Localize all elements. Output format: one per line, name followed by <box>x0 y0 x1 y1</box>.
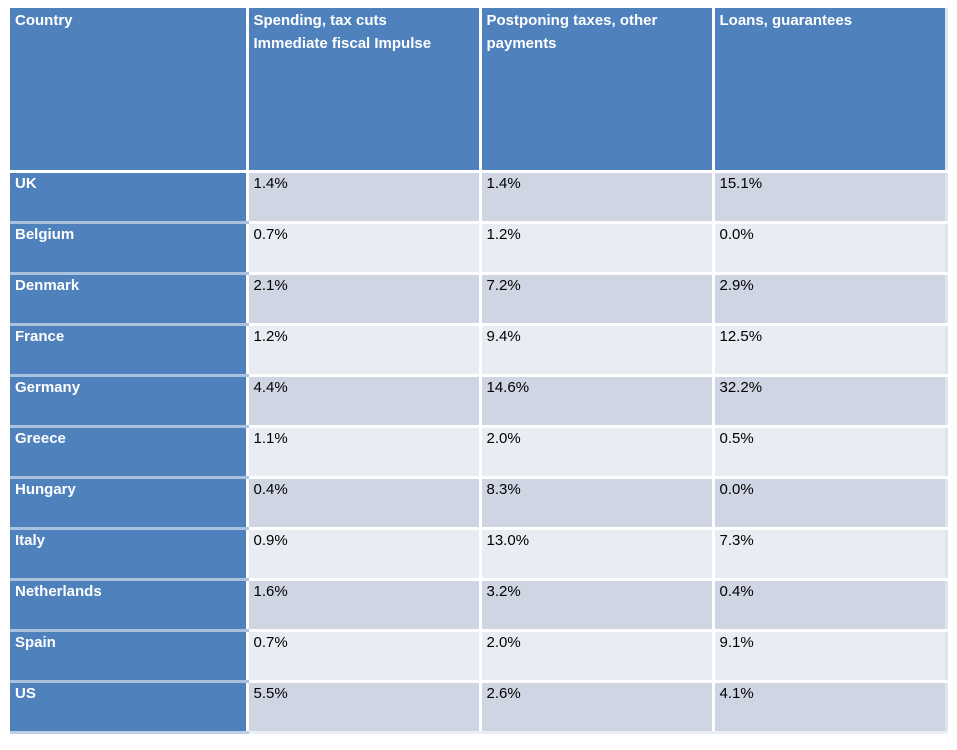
value-cell: 0.7% <box>245 221 482 275</box>
table-row-belgium: Belgium 0.7% 1.2% 0.0% <box>10 221 948 275</box>
country-cell: Germany <box>10 374 249 428</box>
fiscal-measures-table: Country Spending, tax cuts Immediate fis… <box>10 8 948 734</box>
table-row-germany: Germany 4.4% 14.6% 32.2% <box>10 374 948 428</box>
value-cell: 15.1% <box>711 170 948 224</box>
value-cell: 7.3% <box>711 527 948 581</box>
value-cell: 1.6% <box>245 578 482 632</box>
value-cell: 1.4% <box>478 170 715 224</box>
table-row-uk: UK 1.4% 1.4% 15.1% <box>10 170 948 224</box>
value-cell: 0.0% <box>711 476 948 530</box>
value-cell: 3.2% <box>478 578 715 632</box>
country-cell: Hungary <box>10 476 249 530</box>
value-cell: 32.2% <box>711 374 948 428</box>
header-cell-postponing-taxes: Postponing taxes, other payments <box>478 8 715 173</box>
table-row-italy: Italy 0.9% 13.0% 7.3% <box>10 527 948 581</box>
country-cell: Netherlands <box>10 578 249 632</box>
value-cell: 13.0% <box>478 527 715 581</box>
country-cell: UK <box>10 170 249 224</box>
value-cell: 2.6% <box>478 680 715 734</box>
value-cell: 12.5% <box>711 323 948 377</box>
value-cell: 2.0% <box>478 629 715 683</box>
value-cell: 1.1% <box>245 425 482 479</box>
value-cell: 0.0% <box>711 221 948 275</box>
country-cell: France <box>10 323 249 377</box>
table-row-us: US 5.5% 2.6% 4.1% <box>10 680 948 734</box>
value-cell: 4.4% <box>245 374 482 428</box>
country-cell: Spain <box>10 629 249 683</box>
value-cell: 1.4% <box>245 170 482 224</box>
table-row-netherlands: Netherlands 1.6% 3.2% 0.4% <box>10 578 948 632</box>
value-cell: 1.2% <box>245 323 482 377</box>
value-cell: 0.7% <box>245 629 482 683</box>
country-cell: Greece <box>10 425 249 479</box>
value-cell: 4.1% <box>711 680 948 734</box>
value-cell: 2.1% <box>245 272 482 326</box>
value-cell: 0.9% <box>245 527 482 581</box>
value-cell: 0.4% <box>245 476 482 530</box>
value-cell: 5.5% <box>245 680 482 734</box>
value-cell: 7.2% <box>478 272 715 326</box>
value-cell: 2.9% <box>711 272 948 326</box>
table-row-hungary: Hungary 0.4% 8.3% 0.0% <box>10 476 948 530</box>
table-row-denmark: Denmark 2.1% 7.2% 2.9% <box>10 272 948 326</box>
header-cell-spending-tax-cuts: Spending, tax cuts Immediate fiscal Impu… <box>245 8 482 173</box>
country-cell: Belgium <box>10 221 249 275</box>
header-cell-loans-guarantees: Loans, guarantees <box>711 8 948 173</box>
country-cell: Italy <box>10 527 249 581</box>
header-row: Country Spending, tax cuts Immediate fis… <box>10 8 948 173</box>
value-cell: 0.5% <box>711 425 948 479</box>
value-cell: 0.4% <box>711 578 948 632</box>
value-cell: 2.0% <box>478 425 715 479</box>
value-cell: 1.2% <box>478 221 715 275</box>
value-cell: 14.6% <box>478 374 715 428</box>
country-cell: Denmark <box>10 272 249 326</box>
header-cell-country: Country <box>10 8 249 173</box>
value-cell: 8.3% <box>478 476 715 530</box>
table-row-spain: Spain 0.7% 2.0% 9.1% <box>10 629 948 683</box>
country-cell: US <box>10 680 249 734</box>
table-row-france: France 1.2% 9.4% 12.5% <box>10 323 948 377</box>
value-cell: 9.1% <box>711 629 948 683</box>
table-row-greece: Greece 1.1% 2.0% 0.5% <box>10 425 948 479</box>
value-cell: 9.4% <box>478 323 715 377</box>
